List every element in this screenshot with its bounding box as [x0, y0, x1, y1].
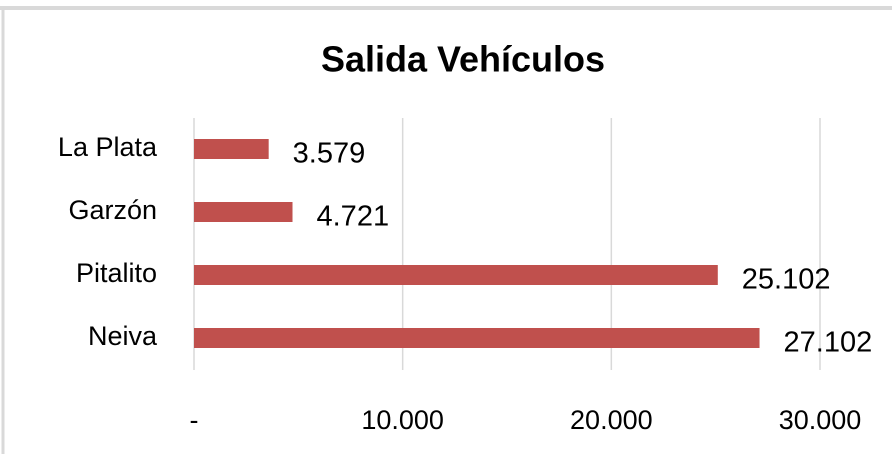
y-tick-label: Neiva	[88, 321, 158, 351]
x-tick-label: -	[190, 405, 199, 435]
y-tick-label: Pitalito	[76, 258, 157, 288]
bar	[194, 328, 760, 348]
chart-title: Salida Vehículos	[321, 39, 605, 80]
data-label: 4.721	[317, 201, 390, 233]
y-tick-label: Garzón	[68, 195, 157, 225]
data-label: 25.102	[742, 264, 831, 296]
data-label: 3.579	[293, 138, 366, 170]
y-tick-label: La Plata	[58, 132, 158, 162]
x-tick-label: 20.000	[570, 405, 653, 435]
bar	[194, 139, 269, 159]
x-tick-label: 10.000	[361, 405, 444, 435]
bar	[194, 202, 293, 222]
data-label: 27.102	[784, 327, 873, 359]
x-tick-label: 30.000	[779, 405, 862, 435]
bar	[194, 265, 718, 285]
